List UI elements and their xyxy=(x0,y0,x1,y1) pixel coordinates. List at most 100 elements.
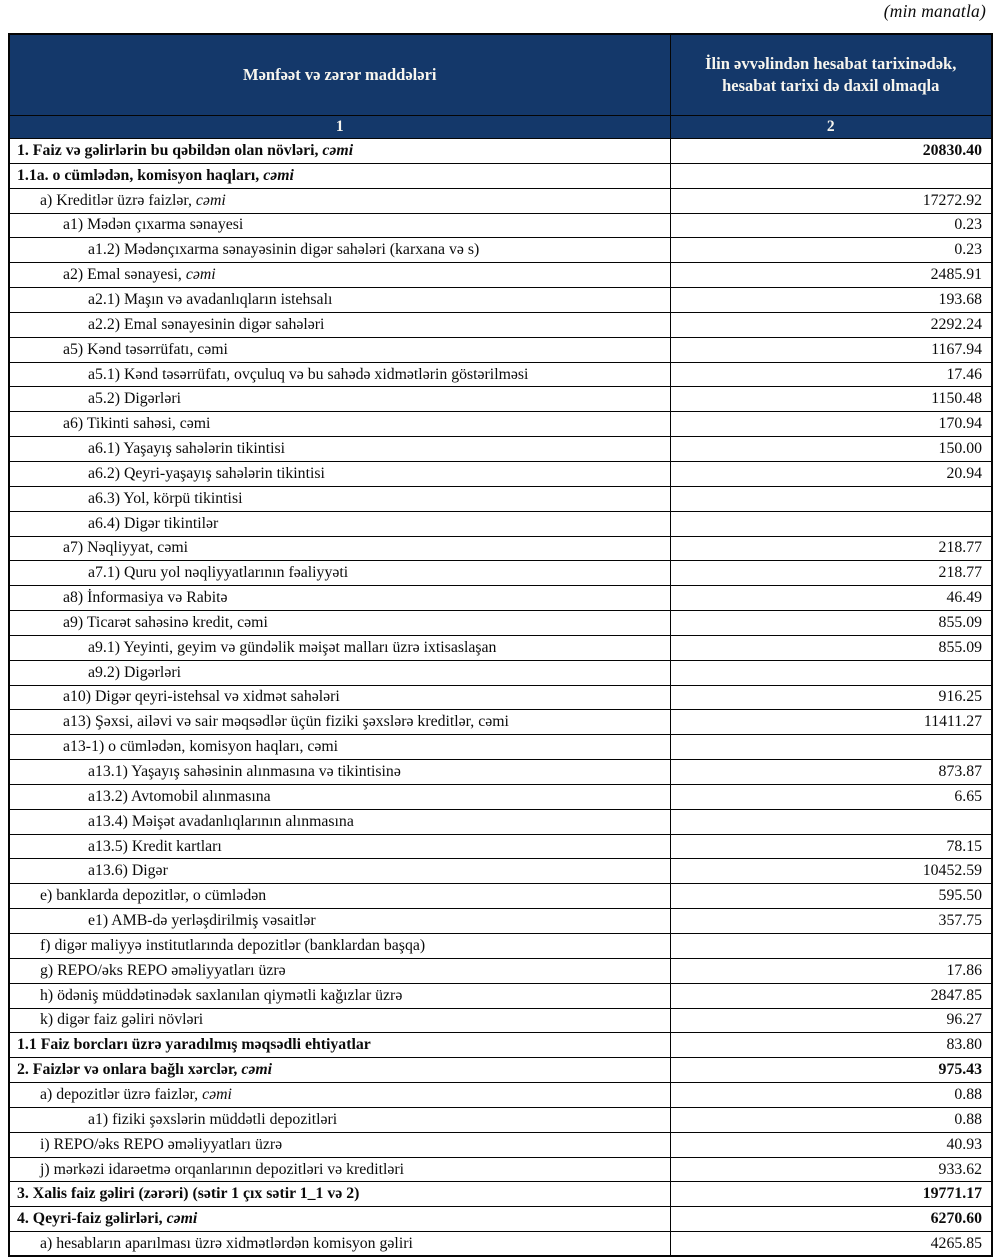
row-value: 10452.59 xyxy=(669,858,993,885)
row-value: 2847.85 xyxy=(669,982,993,1009)
table-row: h) ödəniş müddətinədək saxlanılan qiymət… xyxy=(8,982,993,1009)
row-label: a1.2) Mədənçıxarma sənayəsinin digər sah… xyxy=(8,237,671,264)
row-label: 1. Faiz və gəlirlərin bu qəbildən olan n… xyxy=(8,138,671,164)
row-label: j) mərkəzi idarəetmə orqanlarının depozi… xyxy=(8,1156,671,1183)
row-label: a8) İnformasiya və Rabitə xyxy=(8,585,671,612)
row-value: 96.27 xyxy=(669,1007,993,1034)
column-number-1: 1 xyxy=(8,115,671,139)
row-value: 170.94 xyxy=(669,411,993,438)
row-value: 2485.91 xyxy=(669,262,993,289)
table-row: a6) Tikinti sahəsi, cəmi 170.94 xyxy=(8,411,993,438)
table-row: j) mərkəzi idarəetmə orqanlarının depozi… xyxy=(8,1156,993,1183)
table-row: a13.5) Kredit kartları 78.15 xyxy=(8,833,993,860)
row-label: a6.4) Digər tikintilər xyxy=(8,510,671,537)
table-row: a) depozitlər üzrə faizlər, cəmi 0.88 xyxy=(8,1082,993,1108)
row-label: a10) Digər qeyri-istehsal və xidmət sahə… xyxy=(8,684,671,711)
row-label: a7) Nəqliyyat, cəmi xyxy=(8,535,671,562)
table-row: 1.1a. o cümlədən, komisyon haqları, cəmi xyxy=(8,162,993,189)
row-label: a5) Kənd təsərrüfatı, cəmi xyxy=(8,336,671,363)
table-row: a7.1) Quru yol nəqliyyatlarının fəaliyyə… xyxy=(8,560,993,587)
table-row: a8) İnformasiya və Rabitə 46.49 xyxy=(8,585,993,612)
table-row: a9.1) Yeyinti, geyim və gündəlik məişət … xyxy=(8,634,993,661)
table-row: a5) Kənd təsərrüfatı, cəmi 1167.94 xyxy=(8,336,993,363)
row-value: 40.93 xyxy=(669,1131,993,1158)
table-row: a6.3) Yol, körpü tikintisi xyxy=(8,485,993,512)
row-value: 78.15 xyxy=(669,833,993,860)
row-value xyxy=(669,510,993,537)
row-label: 1.1 Faiz borcları üzrə yaradılmış məqsəd… xyxy=(8,1032,671,1059)
row-value: 0.88 xyxy=(669,1106,993,1133)
table-header: Mənfəət və zərər maddələri İlin əvvəlind… xyxy=(8,33,993,139)
table-row: a2) Emal sənayesi, cəmi 2485.91 xyxy=(8,262,993,289)
row-value: 6270.60 xyxy=(669,1206,993,1233)
row-value: 83.80 xyxy=(669,1032,993,1059)
profit-loss-table: Mənfəət və zərər maddələri İlin əvvəlind… xyxy=(8,33,993,1257)
row-label: g) REPO/əks REPO əməliyyatları üzrə xyxy=(8,957,671,984)
row-value: 17.86 xyxy=(669,957,993,984)
table-row: f) digər maliyyə institutlarında depozit… xyxy=(8,933,993,959)
row-label: a13.6) Digər xyxy=(8,858,671,885)
row-value: 193.68 xyxy=(669,287,993,313)
row-value: 873.87 xyxy=(669,759,993,785)
table-row: a) hesabların aparılması üzrə xidmətlərd… xyxy=(8,1231,993,1257)
row-label: h) ödəniş müddətinədək saxlanılan qiymət… xyxy=(8,982,671,1009)
row-label: a9) Ticarət sahəsinə kredit, cəmi xyxy=(8,610,671,636)
row-label: a6) Tikinti sahəsi, cəmi xyxy=(8,411,671,438)
row-value: 17.46 xyxy=(669,361,993,388)
table-row: a13.6) Digər 10452.59 xyxy=(8,858,993,885)
table-row: 1.1 Faiz borcları üzrə yaradılmış məqsəd… xyxy=(8,1032,993,1059)
table-row: a1) fiziki şəxslərin müddətli depozitlər… xyxy=(8,1106,993,1133)
table-row: a) Kreditlər üzrə faizlər, cəmi 17272.92 xyxy=(8,187,993,214)
row-label: a5.1) Kənd təsərrüfatı, ovçuluq və bu sa… xyxy=(8,361,671,388)
row-value: 20.94 xyxy=(669,460,993,487)
row-label: a) hesabların aparılması üzrə xidmətlərd… xyxy=(8,1231,671,1257)
row-value: 150.00 xyxy=(669,436,993,462)
row-label: a6.2) Qeyri-yaşayış sahələrin tikintisi xyxy=(8,460,671,487)
table-row: a2.2) Emal sənayesinin digər sahələri 229… xyxy=(8,311,993,338)
table-row: e1) AMB-də yerləşdirilmiş vəsaitlər 357.7… xyxy=(8,908,993,934)
row-label: a1) Mədən çıxarma sənayesi xyxy=(8,212,671,239)
table-row: a10) Digər qeyri-istehsal və xidmət sahə… xyxy=(8,684,993,711)
row-label: f) digər maliyyə institutlarında depozit… xyxy=(8,933,671,959)
row-value xyxy=(669,659,993,686)
table-row: 2. Faizlər və onlara bağlı xərclər, cəmi… xyxy=(8,1057,993,1084)
row-value: 2292.24 xyxy=(669,311,993,338)
row-label: a13.4) Məişət avadanlıqlarının alınmasın… xyxy=(8,808,671,835)
row-label-emphasis: cəmi xyxy=(185,266,216,284)
row-label: 2. Faizlər və onlara bağlı xərclər, cəmi xyxy=(8,1057,671,1084)
column-header-period: İlin əvvəlindən hesabat tarixinədək, hes… xyxy=(669,33,993,116)
row-label: a13.5) Kredit kartları xyxy=(8,833,671,860)
row-value xyxy=(669,933,993,959)
row-label: e) banklarda depozitlər, o cümlədən xyxy=(8,883,671,910)
row-value: 916.25 xyxy=(669,684,993,711)
table-row: a13) Şəxsi, ailəvi və sair məqsədlər üçü… xyxy=(8,709,993,736)
row-value: 11411.27 xyxy=(669,709,993,736)
table-row: a9.2) Digərləri xyxy=(8,659,993,686)
row-value xyxy=(669,162,993,189)
row-label-emphasis: cəmi xyxy=(241,1061,273,1079)
table-row: a6.2) Qeyri-yaşayış sahələrin tikintisi 2… xyxy=(8,460,993,487)
row-label: a13.1) Yaşayış sahəsinin alınmasına və t… xyxy=(8,759,671,785)
table-row: a13.4) Məişət avadanlıqlarının alınmasın… xyxy=(8,808,993,835)
table-row: a7) Nəqliyyat, cəmi 218.77 xyxy=(8,535,993,562)
row-value: 17272.92 xyxy=(669,187,993,214)
row-label: k) digər faiz gəliri növləri xyxy=(8,1007,671,1034)
row-label: 4. Qeyri-faiz gəlirləri, cəmi xyxy=(8,1206,671,1233)
row-label: 1.1a. o cümlədən, komisyon haqları, cəmi xyxy=(8,162,671,189)
column-header-items: Mənfəət və zərər maddələri xyxy=(8,33,671,116)
table-row: a1) Mədən çıxarma sənayesi 0.23 xyxy=(8,212,993,239)
row-value: 0.23 xyxy=(669,237,993,264)
table-row: a1.2) Mədənçıxarma sənayəsinin digər sah… xyxy=(8,237,993,264)
table-row: a2.1) Maşın və avadanlıqların istehsalı 1… xyxy=(8,287,993,313)
row-value: 20830.40 xyxy=(669,138,993,164)
row-label: a6.1) Yaşayış sahələrin tikintisi xyxy=(8,436,671,462)
row-label: a2.2) Emal sənayesinin digər sahələri xyxy=(8,311,671,338)
table-row: a6.1) Yaşayış sahələrin tikintisi 150.00 xyxy=(8,436,993,462)
row-label-emphasis: cəmi xyxy=(166,1210,198,1228)
table-row: 4. Qeyri-faiz gəlirləri, cəmi 6270.60 xyxy=(8,1206,993,1233)
unit-note: (min manatla) xyxy=(883,1,986,21)
row-label: a9.1) Yeyinti, geyim və gündəlik məişət … xyxy=(8,634,671,661)
table-row: a9) Ticarət sahəsinə kredit, cəmi 855.09 xyxy=(8,610,993,636)
row-label-emphasis: cəmi xyxy=(195,191,226,209)
table-row: a6.4) Digər tikintilər xyxy=(8,510,993,537)
